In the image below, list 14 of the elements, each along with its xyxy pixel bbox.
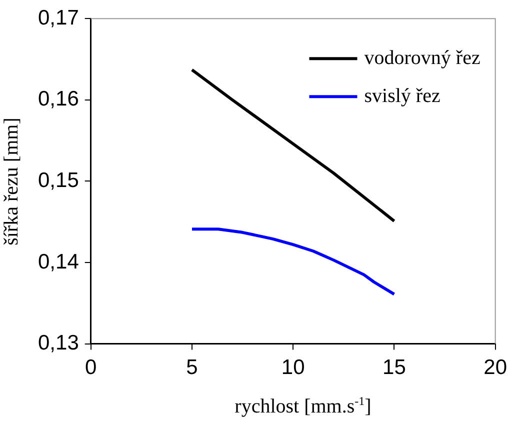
x-axis-title: rychlost [mm.s$^{-1}$]: [234, 394, 372, 419]
x-tick-label: 20: [484, 356, 507, 380]
y-tick-label: 0,15: [38, 168, 79, 192]
x-tick-label: 0: [85, 356, 97, 380]
x-tick-label: 5: [186, 356, 198, 380]
y-tick-label: 0,17: [38, 6, 79, 30]
y-axis-title: šířka řezu [mm]: [0, 116, 24, 248]
x-tick-label: 15: [382, 356, 406, 380]
y-tick-label: 0,16: [38, 88, 79, 111]
y-tick-label: 0,13: [38, 332, 79, 355]
legend-label: svislý řez: [364, 84, 440, 107]
y-tick-label: 0,14: [38, 250, 80, 274]
legend-label: vodorovný řez: [364, 46, 480, 69]
x-tick-label: 10: [281, 356, 305, 380]
